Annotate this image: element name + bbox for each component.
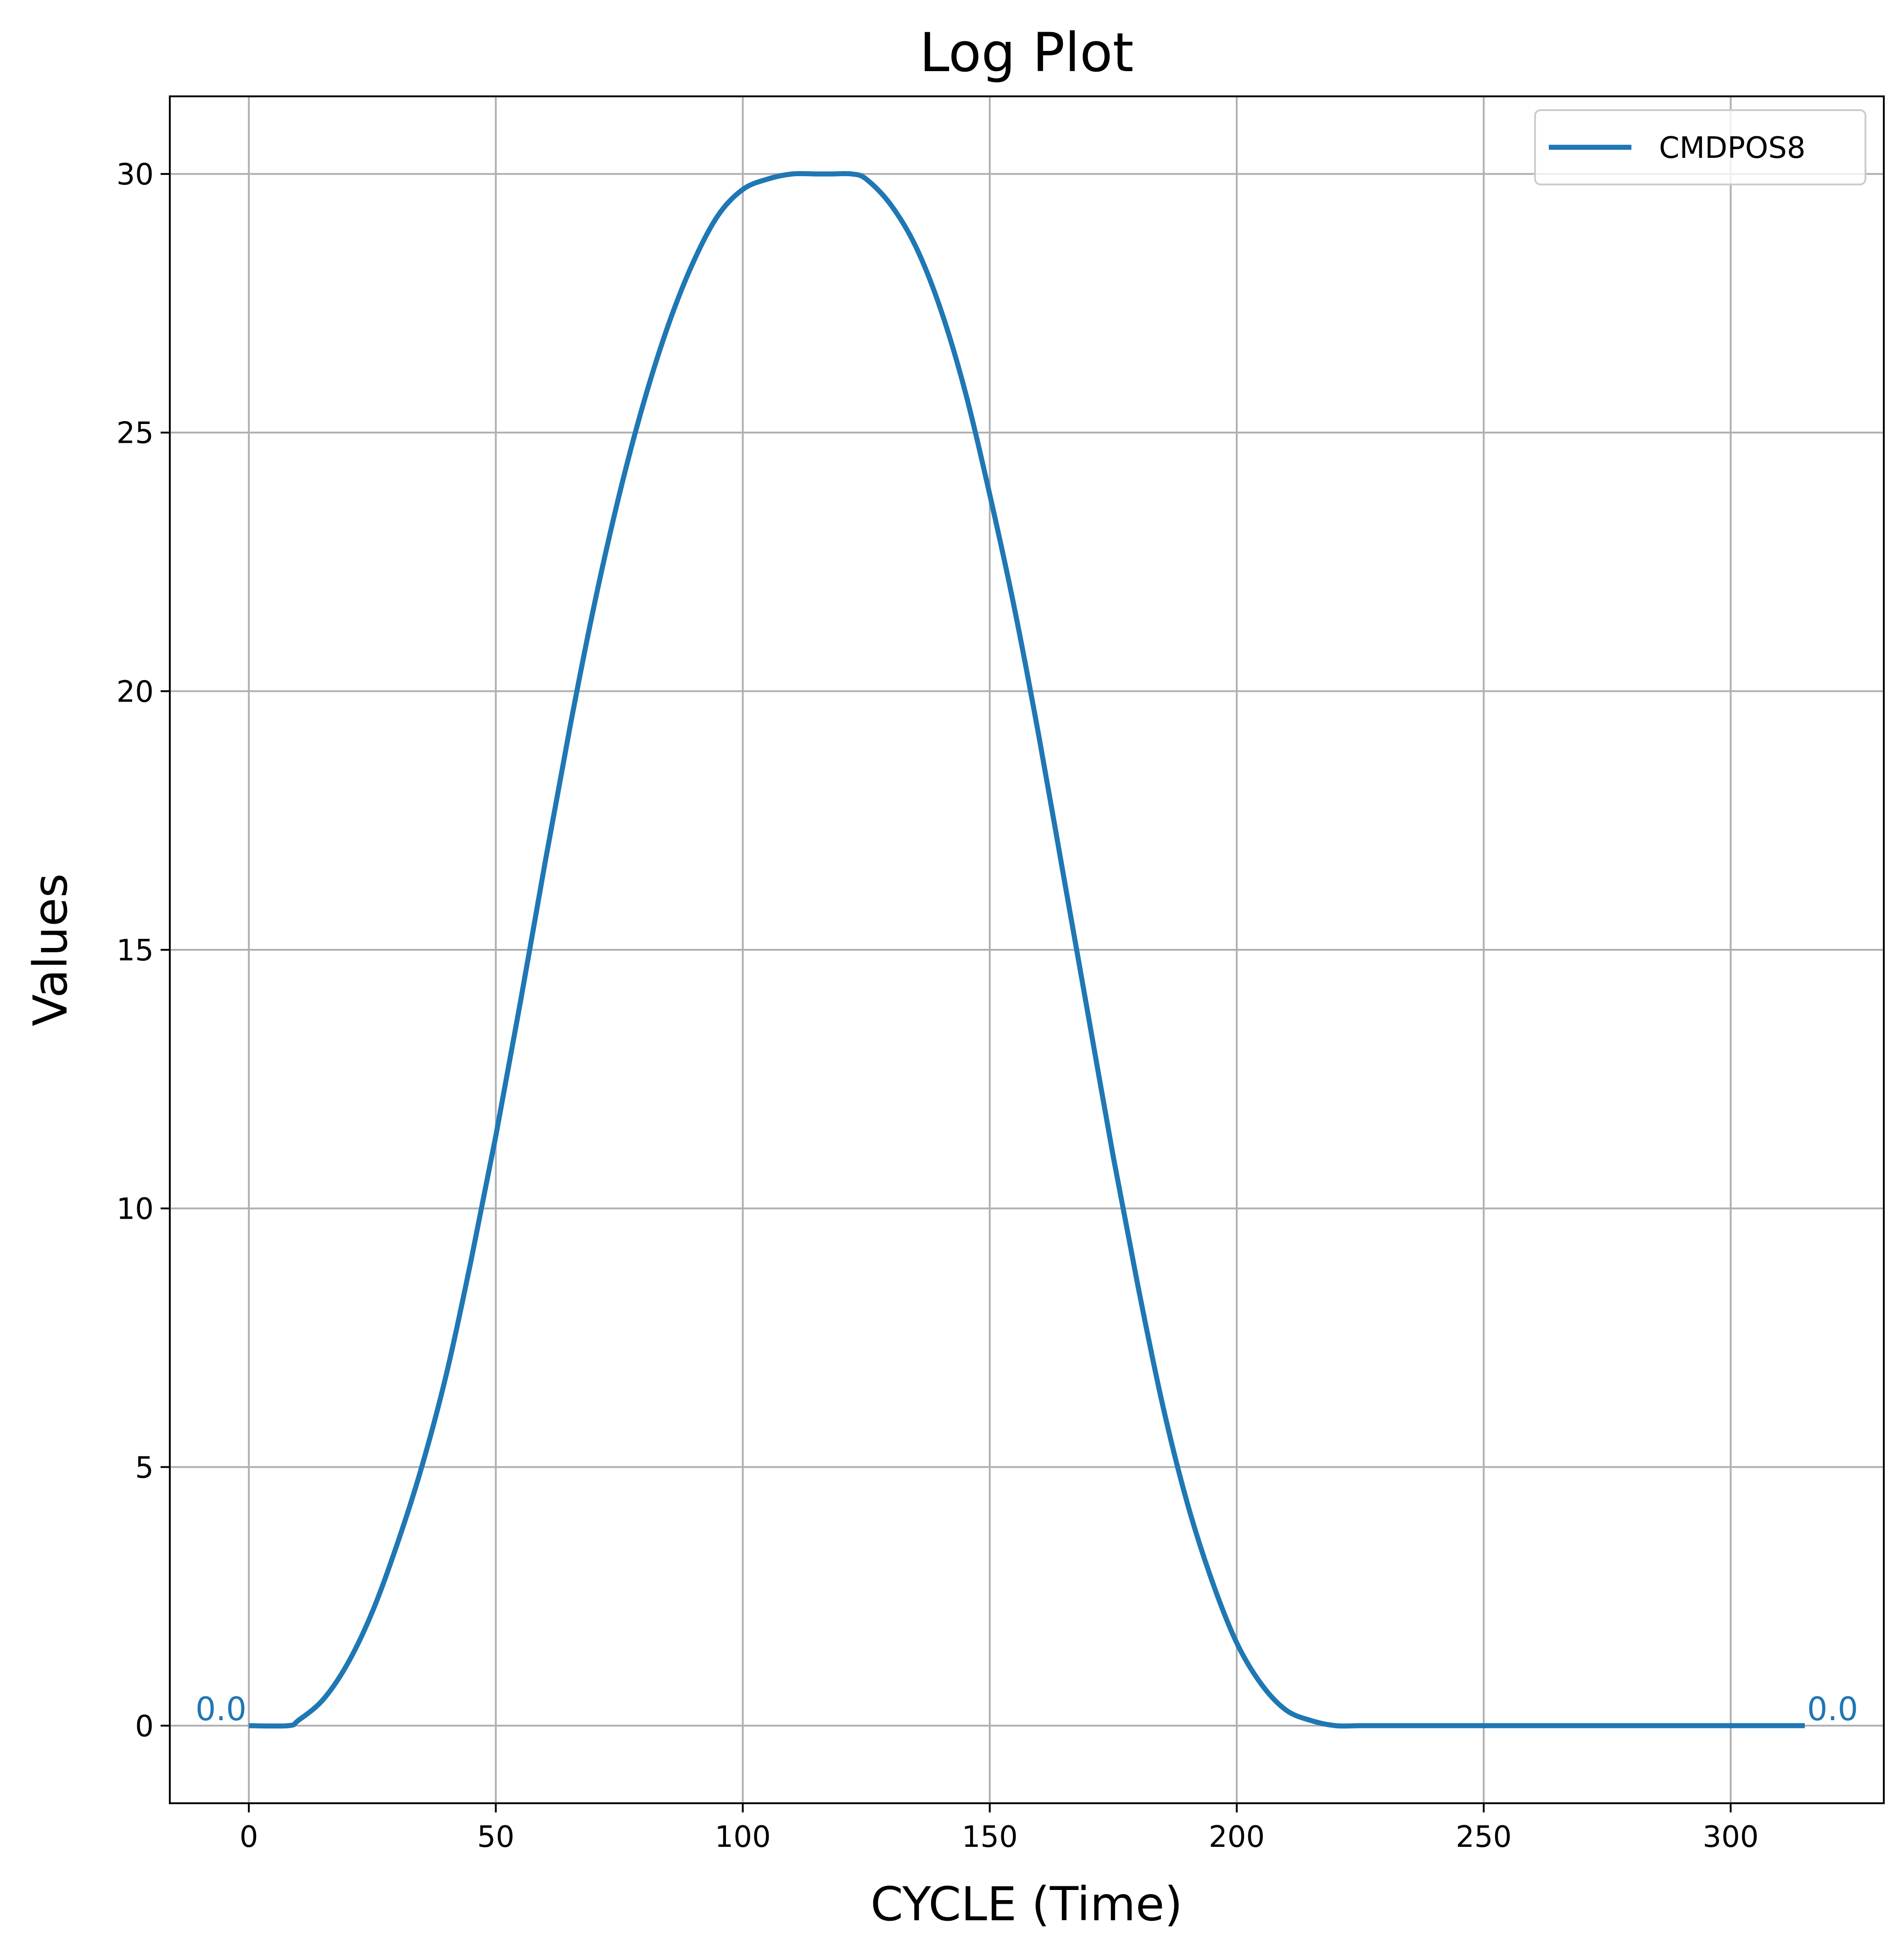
y-tick-label: 20 bbox=[117, 675, 154, 709]
legend-label: CMDPOS8 bbox=[1659, 131, 1806, 165]
start-value-label: 0.0 bbox=[195, 1690, 246, 1728]
y-tick-label: 30 bbox=[117, 158, 154, 192]
series-layer bbox=[249, 171, 1805, 1729]
chart-title: Log Plot bbox=[920, 21, 1134, 84]
x-tick-label: 300 bbox=[1703, 1820, 1759, 1854]
x-tick-label: 150 bbox=[962, 1820, 1018, 1854]
y-tick-label: 10 bbox=[117, 1193, 154, 1226]
x-axis-label: CYCLE (Time) bbox=[871, 1877, 1183, 1932]
y-tick-label: 25 bbox=[117, 417, 154, 451]
y-tick-label: 0 bbox=[135, 1710, 154, 1744]
y-axis-label: Values bbox=[23, 873, 78, 1026]
series-line-CMDPOS8 bbox=[249, 171, 1805, 1729]
x-tick-label: 200 bbox=[1209, 1820, 1265, 1854]
end-value-label: 0.0 bbox=[1807, 1690, 1858, 1728]
x-tick-label: 250 bbox=[1456, 1820, 1512, 1854]
legend: CMDPOS8 bbox=[1534, 109, 1866, 185]
axis-ticks: 0 50 100 150 200 250 300 0 5 10 15 20 25 30 0.0 0.0 bbox=[117, 158, 1859, 1854]
y-tick-label: 5 bbox=[135, 1451, 154, 1485]
x-tick-label: 100 bbox=[715, 1820, 771, 1854]
legend-box bbox=[1534, 109, 1866, 185]
x-tick-label: 50 bbox=[477, 1820, 514, 1854]
x-tick-label: 0 bbox=[240, 1820, 258, 1854]
y-tick-label: 15 bbox=[117, 934, 154, 968]
